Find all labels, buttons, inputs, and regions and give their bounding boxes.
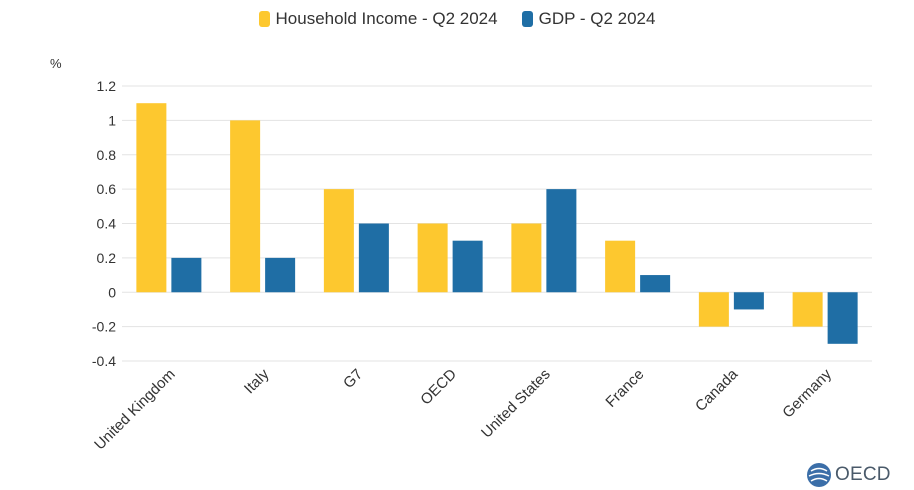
legend-label-gdp: GDP - Q2 2024 — [538, 9, 656, 28]
bar-gdp — [171, 257, 202, 293]
legend-label-household-income: Household Income - Q2 2024 — [275, 9, 498, 28]
bar-gdp — [358, 223, 389, 293]
bar-gdp — [827, 292, 858, 344]
bar-household-income — [417, 223, 448, 293]
legend-item-gdp[interactable]: GDP - Q2 2024 — [521, 9, 656, 29]
y-tick-label: 0 — [108, 284, 116, 300]
y-tick-label: 0.4 — [97, 216, 117, 232]
y-tick-label: 0.2 — [97, 250, 117, 266]
y-tick-label: -0.2 — [92, 319, 116, 335]
legend: Household Income - Q2 2024 GDP - Q2 2024 — [0, 9, 914, 29]
y-tick-label: 0.8 — [97, 147, 117, 163]
bar-household-income — [136, 103, 167, 293]
x-tick-label: France — [602, 366, 647, 411]
y-axis-unit-label: % — [50, 56, 62, 71]
bar-gdp — [452, 240, 483, 293]
bar-household-income — [511, 223, 542, 293]
y-tick-label: 1 — [108, 112, 116, 128]
oecd-globe-icon — [807, 463, 831, 487]
x-tick-label: Canada — [692, 365, 742, 415]
bar-household-income — [605, 240, 636, 293]
bar-household-income — [230, 120, 261, 293]
x-tick-label: OECD — [417, 366, 460, 409]
bar-gdp — [640, 275, 671, 293]
x-tick-label: United States — [478, 366, 554, 442]
oecd-logo: OECD — [806, 462, 891, 488]
bar-household-income — [323, 189, 354, 293]
x-tick-label: Germany — [779, 365, 835, 421]
legend-item-household-income[interactable]: Household Income - Q2 2024 — [258, 9, 498, 29]
bar-household-income — [698, 292, 729, 327]
y-tick-label: 1.2 — [97, 78, 117, 94]
legend-swatch-household-income — [258, 11, 270, 27]
legend-swatch-gdp — [521, 11, 533, 27]
x-tick-label: G7 — [340, 366, 366, 392]
x-tick-label: Italy — [241, 365, 273, 397]
bar-gdp — [733, 292, 764, 310]
bar-gdp — [546, 189, 577, 293]
x-tick-label: United Kingdom — [91, 366, 178, 453]
y-tick-label: 0.6 — [97, 181, 117, 197]
y-tick-label: -0.4 — [92, 353, 116, 369]
bar-gdp — [265, 257, 296, 293]
bar-household-income — [792, 292, 823, 327]
oecd-logo-text: OECD — [835, 464, 891, 485]
